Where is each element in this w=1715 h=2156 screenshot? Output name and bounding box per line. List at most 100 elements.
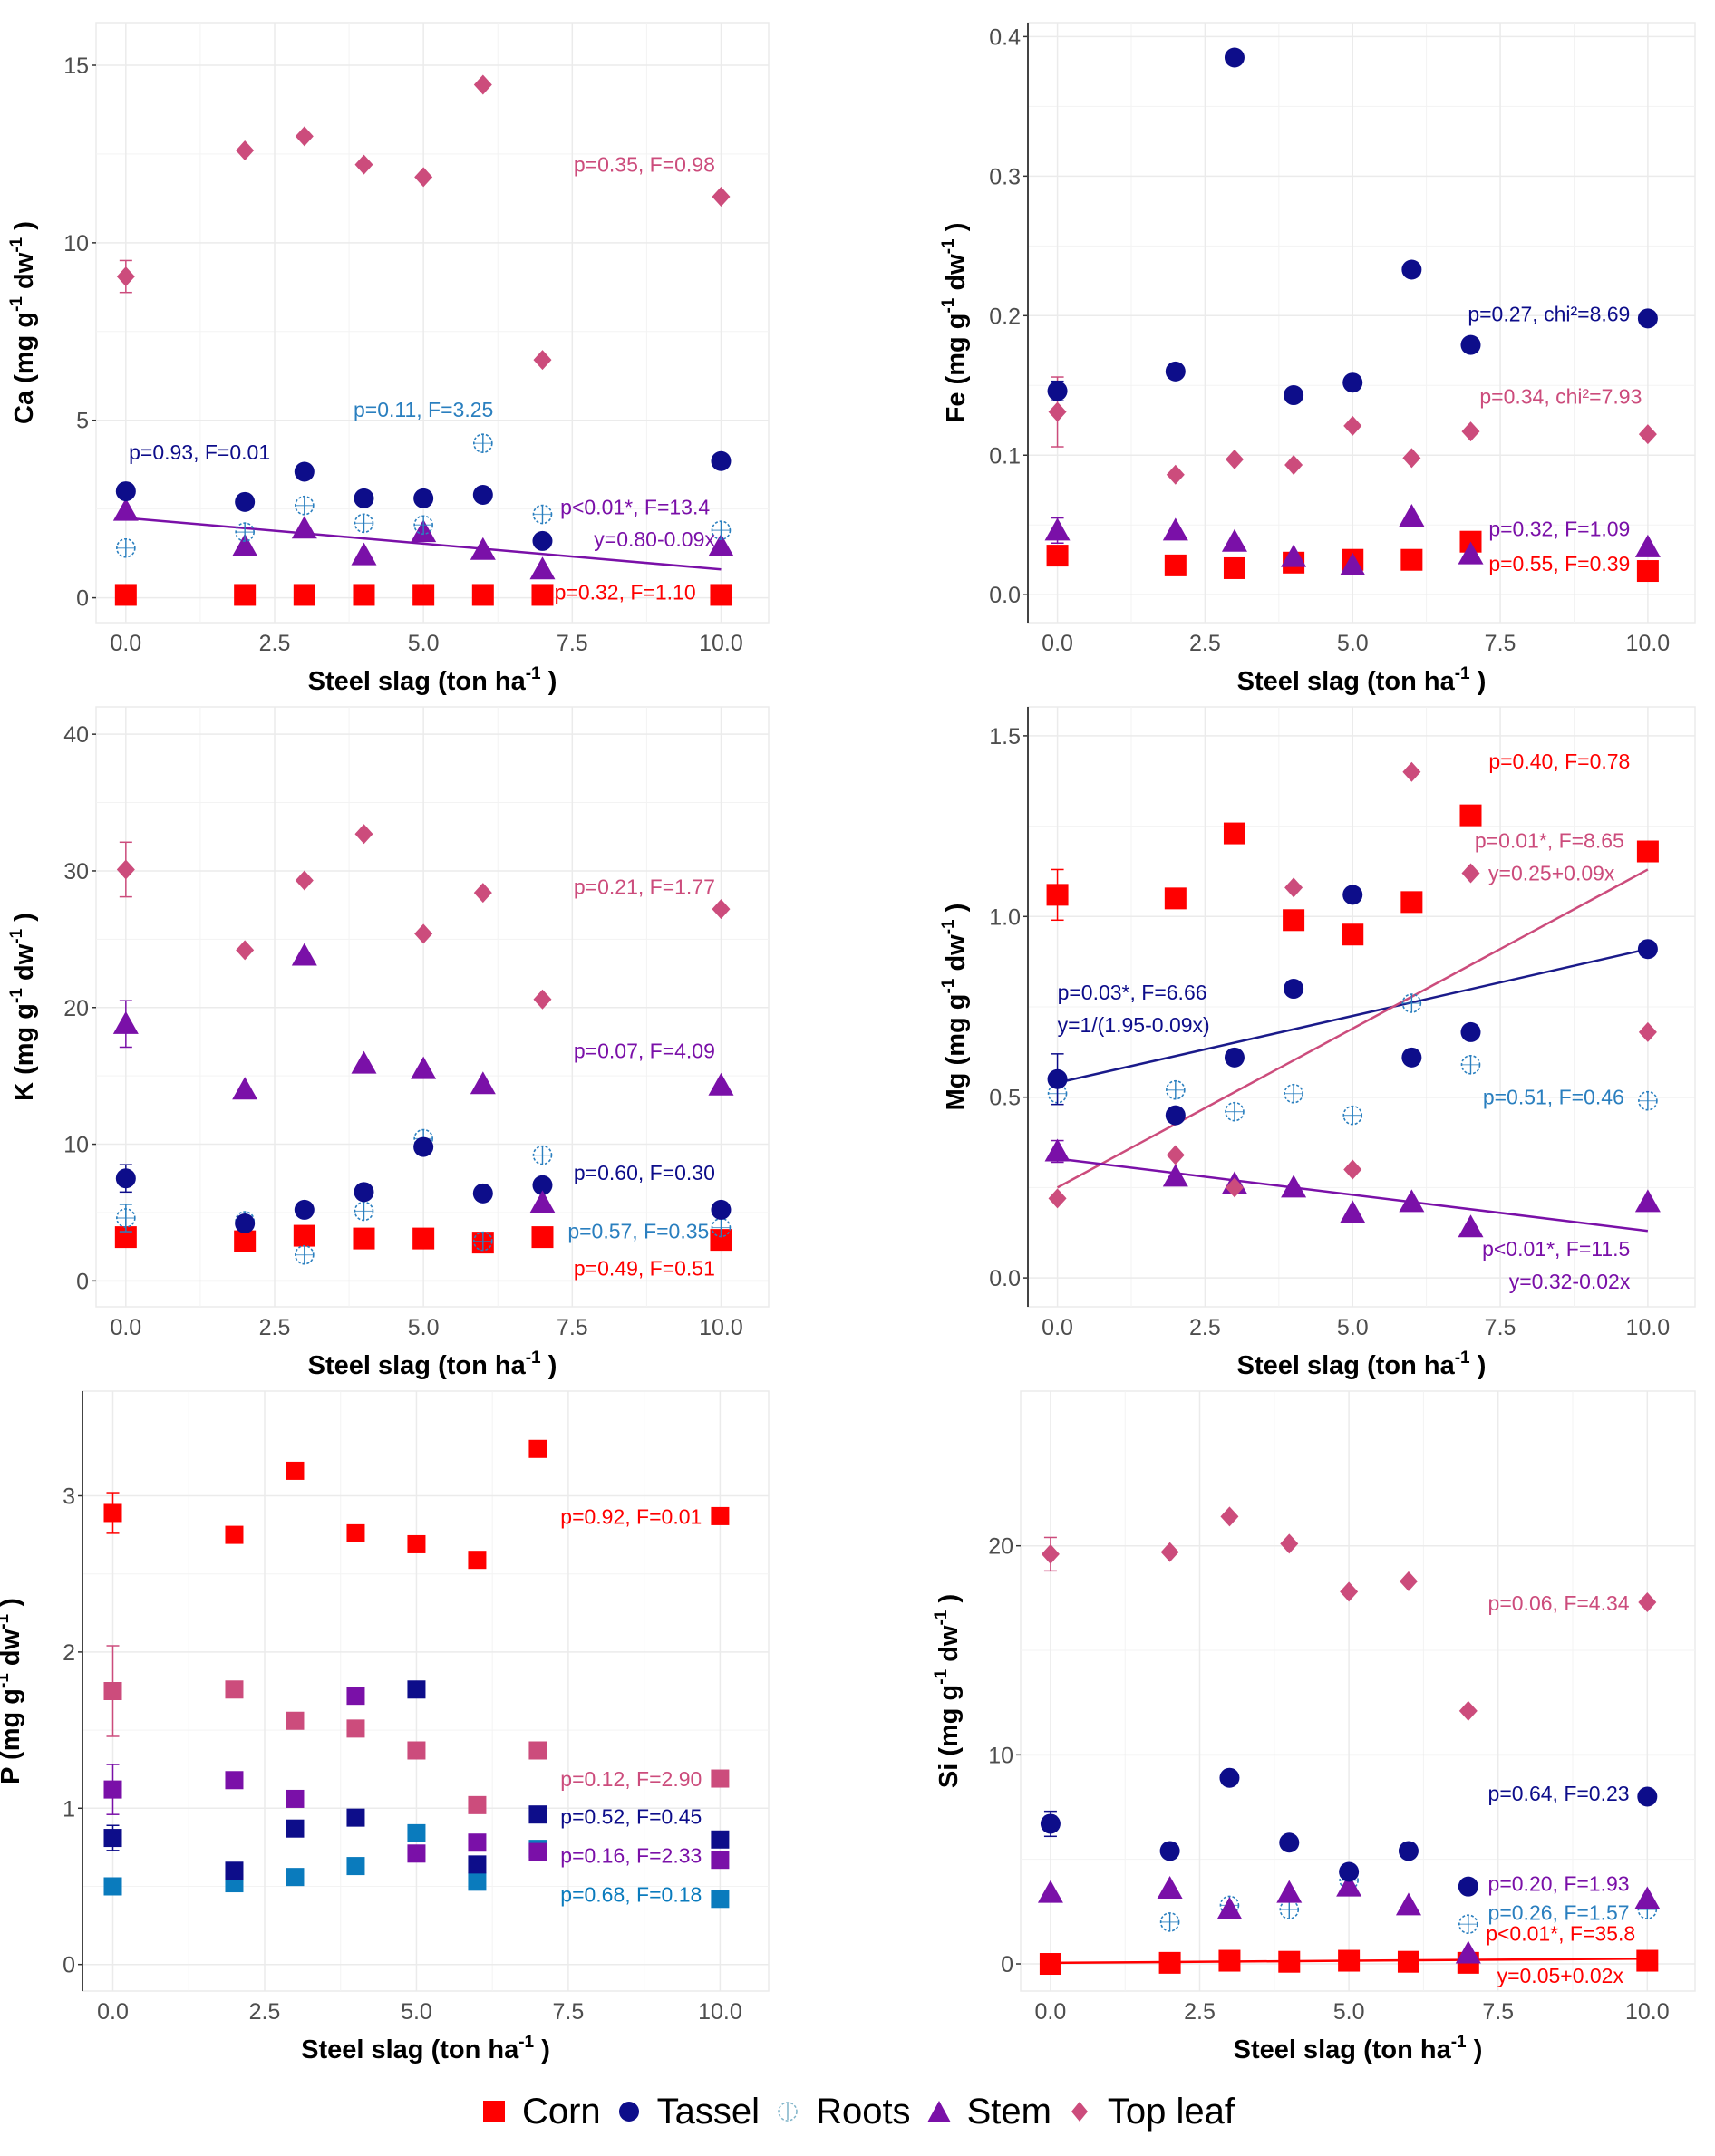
data-point-top-leaf	[407, 1741, 426, 1760]
data-point-corn	[412, 584, 435, 606]
data-point-top-leaf	[1461, 421, 1480, 442]
data-point-corn	[286, 1461, 305, 1480]
data-point-tassel	[346, 1808, 365, 1827]
legend-tassel-circle-icon	[615, 2098, 643, 2125]
x-tick-label: 2.5	[259, 631, 291, 656]
data-point-stem	[225, 1771, 244, 1790]
data-point-top-leaf	[116, 859, 135, 880]
panel-fe: 0.0 2.5 5.0 7.5 10.0 0.0 0.1 0.2 0.3 0.4 Steel sla…	[939, 22, 1696, 696]
data-point-roots	[1159, 1912, 1180, 1932]
x-tick-label: 7.5	[1485, 1315, 1516, 1340]
stat-annotation: p=0.01*, F=8.65	[1475, 829, 1624, 853]
data-point-top-leaf	[295, 126, 314, 147]
data-point-tassel	[1401, 1047, 1422, 1068]
y-tick-label: 2	[63, 1640, 75, 1666]
data-point-top-leaf	[1225, 1177, 1244, 1198]
data-point-tassel	[1458, 1876, 1478, 1897]
data-point-top-leaf	[468, 1795, 487, 1814]
stat-annotation: p=0.57, F=0.35	[567, 1220, 709, 1243]
stat-annotation: p=0.93, F=0.01	[129, 440, 270, 464]
data-point-stem	[470, 1071, 496, 1095]
series-top-leaf	[1048, 761, 1657, 1209]
stat-annotation: p=0.40, F=0.78	[1488, 749, 1630, 773]
data-point-tassel	[1342, 372, 1363, 393]
x-tick-label: 5.0	[408, 631, 440, 656]
data-point-roots	[711, 520, 732, 540]
data-point-tassel	[413, 488, 434, 508]
data-point-corn	[1636, 1949, 1659, 1972]
data-point-top-leaf	[1220, 1506, 1239, 1527]
data-point-tassel	[235, 1213, 256, 1234]
data-point-stem	[1037, 1880, 1063, 1903]
stat-annotation: p=0.92, F=0.01	[560, 1505, 702, 1529]
stat-annotation: p<0.01*, F=13.4	[560, 496, 710, 519]
data-point-roots	[116, 1208, 136, 1228]
data-point-corn	[234, 584, 257, 606]
data-point-corn	[1158, 1951, 1181, 1974]
data-point-top-leaf	[354, 154, 373, 175]
data-point-roots	[116, 537, 136, 558]
series-tassel	[115, 450, 732, 551]
data-point-stem	[1336, 1873, 1362, 1897]
y-tick-label: 5	[76, 409, 89, 434]
data-point-tassel	[528, 1805, 547, 1824]
y-tick-label: 0.4	[989, 24, 1021, 50]
series-stem	[1037, 1873, 1661, 1964]
y-tick-label: 0	[76, 1269, 89, 1294]
data-point-top-leaf	[1638, 424, 1657, 445]
data-point-tassel	[407, 1680, 426, 1699]
legend: Corn Tassel Roots Stem Top leaf	[0, 2084, 1715, 2139]
data-point-top-leaf	[346, 1719, 365, 1738]
legend-label: Stem	[966, 2091, 1051, 2132]
data-point-corn	[1636, 840, 1659, 863]
panel-p: 0.0 2.5 5.0 7.5 10.0 0 1 2 3 Steel slag (ton ha-1…	[0, 1390, 770, 2064]
data-point-roots	[1342, 1105, 1363, 1126]
data-point-tassel	[1165, 1105, 1186, 1126]
y-tick-label: 1.0	[989, 904, 1021, 930]
data-point-top-leaf	[1402, 761, 1421, 782]
data-point-tassel	[354, 488, 374, 508]
plot-area	[95, 706, 770, 1308]
data-point-top-leaf	[1458, 1700, 1478, 1721]
data-point-stem	[529, 556, 556, 580]
data-point-tassel	[472, 1183, 493, 1204]
data-point-roots	[1225, 1101, 1245, 1122]
stat-annotation: p=0.07, F=4.09	[574, 1039, 715, 1063]
stat-annotation: p<0.01*, F=35.8	[1486, 1922, 1635, 1946]
stat-annotation: p=0.60, F=0.30	[574, 1161, 715, 1184]
data-point-stem	[1281, 544, 1307, 567]
data-point-top-leaf	[1343, 415, 1362, 436]
data-point-tassel	[711, 1199, 732, 1220]
data-point-stem	[1634, 1886, 1661, 1909]
x-tick-label: 10.0	[1625, 1999, 1670, 2025]
data-point-corn	[353, 584, 375, 606]
panel-si: 0.0 2.5 5.0 7.5 10.0 0 10 20 Steel slag (ton ha-…	[932, 1390, 1696, 2064]
data-point-roots	[532, 504, 553, 525]
stat-annotation: p=0.51, F=0.46	[1483, 1086, 1624, 1109]
data-point-tassel	[294, 1199, 315, 1220]
stat-annotation: p=0.35, F=0.98	[574, 153, 715, 177]
data-point-stem	[103, 1780, 122, 1799]
data-point-stem	[1216, 1897, 1243, 1920]
data-point-tassel	[1284, 979, 1304, 1000]
data-point-top-leaf	[236, 140, 255, 161]
x-tick-label: 2.5	[259, 1315, 291, 1340]
y-axis-title: Fe (mg g-1 dw-1 )	[939, 223, 971, 423]
series-top-leaf	[1041, 1506, 1657, 1721]
data-point-roots	[413, 515, 433, 536]
data-point-corn	[1459, 804, 1482, 827]
data-point-stem	[351, 1050, 377, 1074]
data-point-stem	[1221, 528, 1247, 552]
data-point-top-leaf	[1343, 1159, 1362, 1180]
data-point-top-leaf	[712, 186, 731, 207]
data-point-tassel	[1047, 1068, 1068, 1089]
y-tick-label: 0	[63, 1953, 75, 1978]
data-point-tassel	[1224, 47, 1245, 68]
x-tick-label: 0.0	[97, 1999, 129, 2025]
x-tick-label: 5.0	[1337, 631, 1369, 656]
y-tick-label: 0.0	[989, 1266, 1021, 1291]
data-point-corn	[1400, 548, 1423, 571]
data-point-top-leaf	[1280, 1533, 1299, 1554]
y-tick-label: 10	[63, 231, 89, 256]
series-top-leaf	[103, 1645, 730, 1814]
